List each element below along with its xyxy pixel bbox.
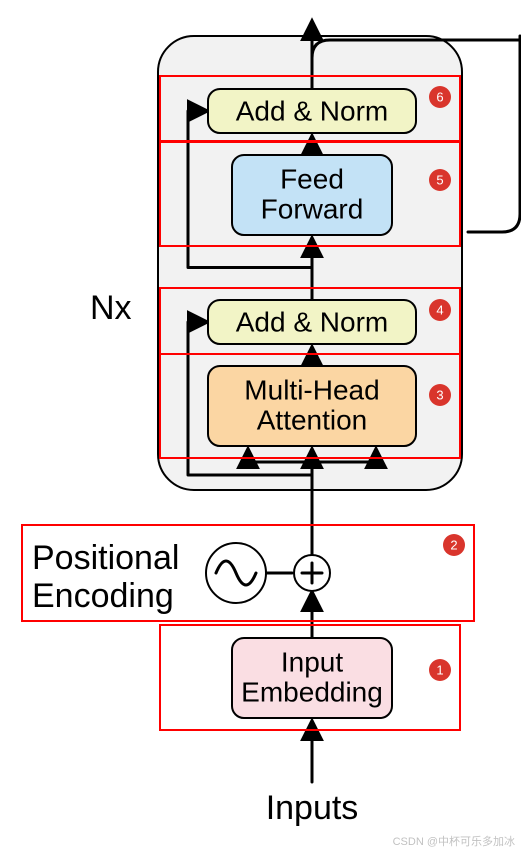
feed-forward-label-1: Feed: [280, 163, 344, 194]
feed-forward-label-2: Forward: [261, 193, 364, 224]
nx-label: Nx: [90, 289, 132, 327]
annotation-badge-text-1: 1: [436, 662, 443, 677]
positional-label-2: Encoding: [32, 577, 174, 615]
annotation-badge-text-3: 3: [436, 387, 443, 402]
annotation-badge-text-6: 6: [436, 89, 443, 104]
watermark-text: CSDN @中杯可乐多加冰: [393, 833, 515, 849]
input-embedding-label-2: Embedding: [241, 676, 383, 707]
add-norm-label-top: Add & Norm: [236, 95, 389, 126]
add-norm-label-mid: Add & Norm: [236, 306, 389, 337]
positional-label-1: Positional: [32, 539, 179, 577]
annotation-badge-text-5: 5: [436, 172, 443, 187]
input-embedding-label-1: Input: [281, 646, 343, 677]
inputs-label: Inputs: [266, 789, 359, 827]
multi-head-label-1: Multi-Head: [244, 374, 379, 405]
multi-head-label-2: Attention: [257, 404, 368, 435]
annotation-badge-text-2: 2: [450, 537, 457, 552]
transformer-encoder-diagram: Add & Norm FeedForward Add & Norm Multi-Hea…: [0, 0, 521, 853]
annotation-badge-text-4: 4: [436, 302, 443, 317]
